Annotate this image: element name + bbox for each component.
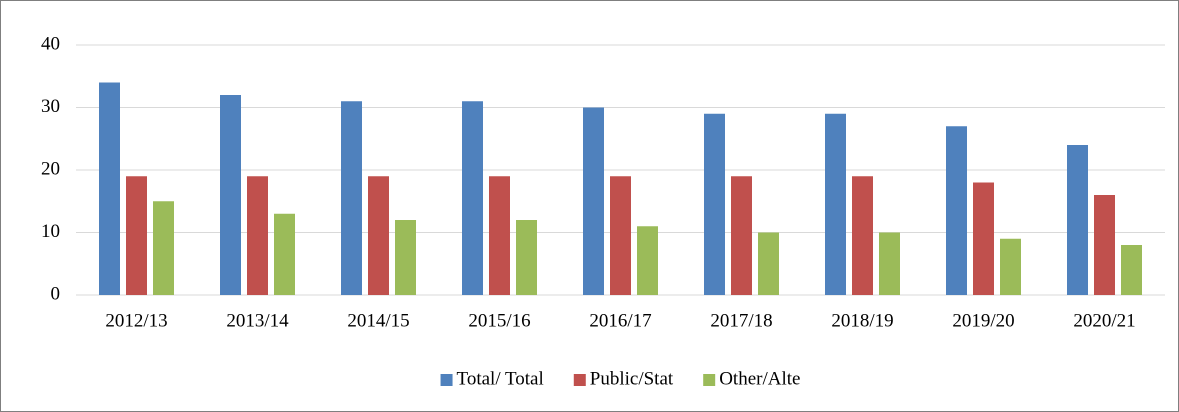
bar (489, 176, 510, 295)
x-tick-label: 2013/14 (226, 310, 289, 331)
x-tick-label: 2014/15 (347, 310, 409, 331)
legend-swatch (573, 374, 586, 386)
bar (220, 95, 241, 295)
bar (758, 232, 779, 295)
bar (731, 176, 752, 295)
x-tick-label: 2016/17 (589, 310, 651, 331)
bar (395, 220, 416, 295)
bar (852, 176, 873, 295)
bar (341, 101, 362, 295)
bar (462, 101, 483, 295)
y-tick-label: 0 (51, 283, 61, 304)
x-tick-label: 2012/13 (105, 310, 167, 331)
bar (99, 82, 120, 295)
x-tick-label: 2015/16 (468, 310, 530, 331)
legend-label: Total/ Total (457, 368, 544, 389)
x-tick-label: 2019/20 (952, 310, 1014, 331)
legend-swatch (703, 374, 716, 386)
bar (704, 113, 725, 295)
bar (153, 201, 174, 295)
y-tick-label: 30 (41, 96, 60, 117)
y-tick-label: 40 (41, 33, 60, 54)
legend-label: Other/Alte (719, 368, 800, 389)
bar (610, 176, 631, 295)
bar (973, 182, 994, 295)
bar (825, 113, 846, 295)
bar (1121, 245, 1142, 295)
bar (274, 213, 295, 295)
bar (368, 176, 389, 295)
bar (247, 176, 268, 295)
y-tick-label: 20 (41, 158, 60, 179)
bar (879, 232, 900, 295)
y-tick-label: 10 (41, 221, 60, 242)
bar (1067, 145, 1088, 295)
bar (126, 176, 147, 295)
bar (1094, 195, 1115, 295)
bar (583, 107, 604, 295)
x-tick-label: 2017/18 (710, 310, 772, 331)
legend-swatch (440, 374, 453, 386)
bar (946, 126, 967, 295)
x-tick-label: 2018/19 (831, 310, 893, 331)
bar (516, 220, 537, 295)
bar (1000, 238, 1021, 295)
bar (637, 226, 658, 295)
legend-label: Public/Stat (590, 368, 674, 389)
x-tick-label: 2020/21 (1073, 310, 1135, 331)
